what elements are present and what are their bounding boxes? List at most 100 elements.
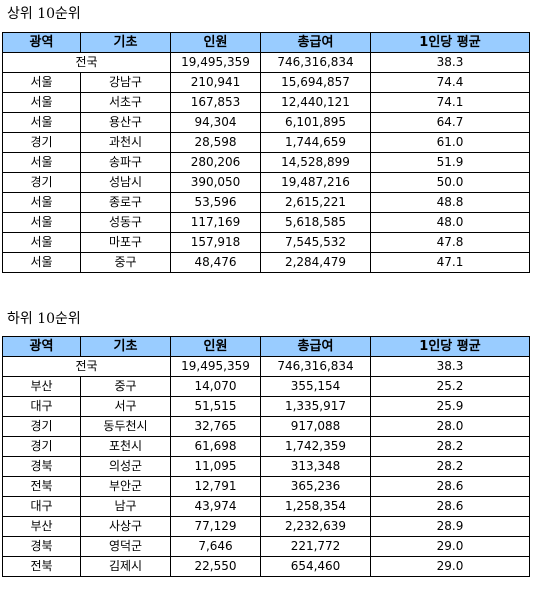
cell-district: 강남구: [80, 72, 171, 93]
table-row: 경기 포천시 61,698 1,742,359 28.2: [2, 436, 530, 457]
cell-avg: 47.1: [370, 252, 530, 273]
cell-people: 14,070: [170, 376, 261, 397]
header-district: 기초: [80, 32, 171, 53]
table-row: 서울 마포구 157,918 7,545,532 47.8: [2, 232, 530, 253]
cell-district: 성남시: [80, 172, 171, 193]
cell-avg: 48.8: [370, 192, 530, 213]
cell-avg: 28.2: [370, 456, 530, 477]
cell-people: 167,853: [170, 92, 261, 113]
total-row: 전국 19,495,359 746,316,834 38.3: [2, 356, 530, 377]
cell-people: 11,095: [170, 456, 261, 477]
header-people: 인원: [170, 32, 261, 53]
top-ranking-table: 광역 기초 인원 총급여 1인당 평균 전국 19,495,359 746,31…: [2, 32, 530, 273]
cell-avg: 48.0: [370, 212, 530, 233]
cell-salary: 7,545,532: [260, 232, 371, 253]
header-people: 인원: [170, 336, 261, 357]
cell-salary: 1,744,659: [260, 132, 371, 153]
cell-region: 전북: [2, 476, 81, 497]
header-salary: 총급여: [260, 32, 371, 53]
total-people: 19,495,359: [170, 356, 261, 377]
cell-region: 서울: [2, 72, 81, 93]
cell-region: 부산: [2, 376, 81, 397]
cell-avg: 74.1: [370, 92, 530, 113]
cell-district: 중구: [80, 252, 171, 273]
table-row: 경기 성남시 390,050 19,487,216 50.0: [2, 172, 530, 193]
table-row: 경기 동두천시 32,765 917,088 28.0: [2, 416, 530, 437]
table-row: 전북 김제시 22,550 654,460 29.0: [2, 556, 530, 577]
cell-district: 남구: [80, 496, 171, 517]
cell-region: 경기: [2, 416, 81, 437]
table-row: 서울 강남구 210,941 15,694,857 74.4: [2, 72, 530, 93]
cell-district: 김제시: [80, 556, 171, 577]
cell-people: 117,169: [170, 212, 261, 233]
cell-people: 77,129: [170, 516, 261, 537]
cell-region: 경기: [2, 132, 81, 153]
cell-district: 동두천시: [80, 416, 171, 437]
cell-region: 대구: [2, 396, 81, 417]
cell-district: 송파구: [80, 152, 171, 173]
cell-salary: 1,258,354: [260, 496, 371, 517]
cell-region: 대구: [2, 496, 81, 517]
cell-avg: 28.9: [370, 516, 530, 537]
table-row: 서울 서초구 167,853 12,440,121 74.1: [2, 92, 530, 113]
cell-region: 서울: [2, 252, 81, 273]
cell-people: 51,515: [170, 396, 261, 417]
cell-people: 48,476: [170, 252, 261, 273]
table-row: 서울 송파구 280,206 14,528,899 51.9: [2, 152, 530, 173]
cell-region: 경북: [2, 456, 81, 477]
cell-people: 280,206: [170, 152, 261, 173]
cell-district: 과천시: [80, 132, 171, 153]
header-region: 광역: [2, 336, 81, 357]
cell-region: 경북: [2, 536, 81, 557]
cell-avg: 47.8: [370, 232, 530, 253]
header-row: 광역 기초 인원 총급여 1인당 평균: [2, 32, 530, 53]
cell-avg: 28.6: [370, 476, 530, 497]
cell-district: 서구: [80, 396, 171, 417]
cell-salary: 917,088: [260, 416, 371, 437]
cell-district: 영덕군: [80, 536, 171, 557]
total-label: 전국: [2, 356, 171, 377]
cell-region: 서울: [2, 192, 81, 213]
cell-salary: 2,615,221: [260, 192, 371, 213]
cell-region: 경기: [2, 172, 81, 193]
cell-salary: 15,694,857: [260, 72, 371, 93]
cell-region: 경기: [2, 436, 81, 457]
cell-district: 서초구: [80, 92, 171, 113]
cell-district: 포천시: [80, 436, 171, 457]
cell-avg: 28.2: [370, 436, 530, 457]
cell-avg: 29.0: [370, 556, 530, 577]
total-salary: 746,316,834: [260, 52, 371, 73]
cell-district: 마포구: [80, 232, 171, 253]
cell-district: 사상구: [80, 516, 171, 537]
header-avg: 1인당 평균: [370, 336, 530, 357]
cell-district: 중구: [80, 376, 171, 397]
cell-people: 53,596: [170, 192, 261, 213]
cell-people: 94,304: [170, 112, 261, 133]
cell-salary: 2,232,639: [260, 516, 371, 537]
cell-district: 부안군: [80, 476, 171, 497]
cell-avg: 64.7: [370, 112, 530, 133]
cell-salary: 365,236: [260, 476, 371, 497]
cell-region: 전북: [2, 556, 81, 577]
cell-salary: 14,528,899: [260, 152, 371, 173]
cell-district: 용산구: [80, 112, 171, 133]
cell-avg: 61.0: [370, 132, 530, 153]
cell-people: 390,050: [170, 172, 261, 193]
cell-district: 성동구: [80, 212, 171, 233]
table-row: 부산 사상구 77,129 2,232,639 28.9: [2, 516, 530, 537]
table-row: 경북 영덕군 7,646 221,772 29.0: [2, 536, 530, 557]
cell-region: 서울: [2, 212, 81, 233]
cell-salary: 313,348: [260, 456, 371, 477]
cell-avg: 51.9: [370, 152, 530, 173]
cell-people: 61,698: [170, 436, 261, 457]
total-avg: 38.3: [370, 356, 530, 377]
cell-salary: 1,742,359: [260, 436, 371, 457]
cell-people: 22,550: [170, 556, 261, 577]
header-district: 기초: [80, 336, 171, 357]
cell-avg: 29.0: [370, 536, 530, 557]
table-row: 서울 성동구 117,169 5,618,585 48.0: [2, 212, 530, 233]
cell-salary: 2,284,479: [260, 252, 371, 273]
bottom-ranking-table: 광역 기초 인원 총급여 1인당 평균 전국 19,495,359 746,31…: [2, 336, 530, 577]
cell-region: 서울: [2, 232, 81, 253]
cell-district: 의성군: [80, 456, 171, 477]
